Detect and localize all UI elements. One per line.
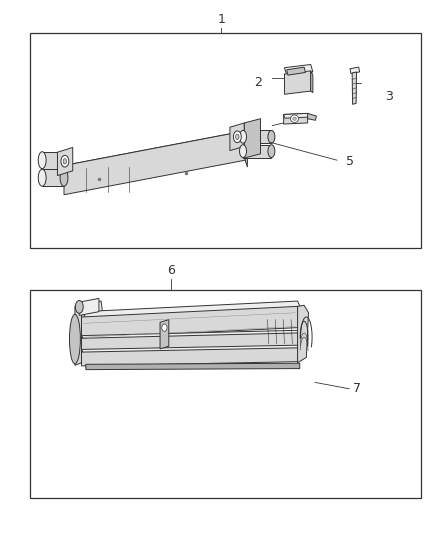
Polygon shape	[83, 301, 301, 320]
Bar	[30, 33, 421, 248]
Polygon shape	[75, 304, 81, 366]
Polygon shape	[64, 131, 245, 195]
Ellipse shape	[38, 152, 46, 168]
Text: 6: 6	[167, 264, 175, 277]
Polygon shape	[285, 64, 313, 75]
Text: 7: 7	[353, 382, 361, 395]
Polygon shape	[244, 119, 261, 158]
Ellipse shape	[290, 115, 298, 123]
Ellipse shape	[268, 145, 275, 158]
Polygon shape	[297, 305, 308, 363]
Polygon shape	[81, 330, 300, 340]
Polygon shape	[64, 131, 247, 172]
Polygon shape	[307, 114, 316, 120]
Polygon shape	[81, 333, 297, 352]
Text: 5: 5	[346, 155, 353, 168]
Polygon shape	[81, 348, 297, 366]
Polygon shape	[245, 131, 247, 167]
Polygon shape	[57, 148, 73, 175]
Polygon shape	[352, 72, 357, 104]
Ellipse shape	[75, 301, 83, 313]
Polygon shape	[42, 152, 64, 168]
Ellipse shape	[38, 169, 46, 186]
Ellipse shape	[236, 134, 239, 140]
Polygon shape	[81, 312, 101, 328]
Ellipse shape	[61, 156, 69, 167]
Text: 1: 1	[217, 13, 225, 26]
Ellipse shape	[60, 169, 68, 186]
Text: 2: 2	[254, 76, 262, 88]
Polygon shape	[287, 67, 305, 75]
Polygon shape	[350, 67, 360, 74]
Polygon shape	[79, 298, 99, 316]
Polygon shape	[311, 71, 313, 93]
Ellipse shape	[233, 131, 241, 143]
Text: 4: 4	[253, 123, 261, 136]
Polygon shape	[243, 131, 272, 143]
Ellipse shape	[162, 324, 167, 332]
Polygon shape	[243, 145, 272, 158]
Polygon shape	[42, 169, 64, 186]
Ellipse shape	[60, 152, 68, 168]
Ellipse shape	[268, 131, 275, 143]
Ellipse shape	[63, 159, 67, 164]
Polygon shape	[81, 306, 297, 338]
Ellipse shape	[240, 145, 247, 158]
Ellipse shape	[293, 117, 296, 120]
Polygon shape	[160, 320, 169, 349]
Polygon shape	[81, 301, 102, 314]
Text: 3: 3	[385, 90, 393, 103]
Polygon shape	[81, 345, 300, 354]
Polygon shape	[284, 114, 309, 118]
Ellipse shape	[70, 314, 81, 364]
Ellipse shape	[240, 131, 247, 143]
Polygon shape	[285, 71, 311, 94]
Polygon shape	[86, 364, 300, 369]
Polygon shape	[230, 123, 244, 151]
Bar	[30, 290, 421, 498]
Polygon shape	[284, 114, 307, 124]
